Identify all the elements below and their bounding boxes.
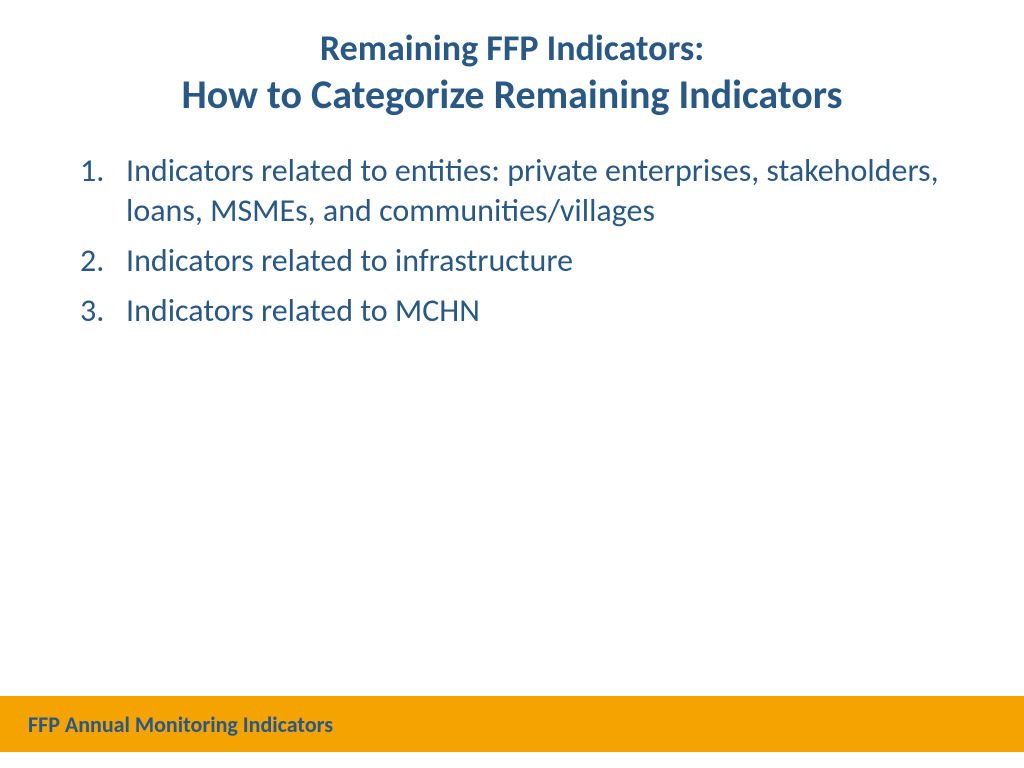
list-item-text: Indicators related to MCHN: [126, 291, 480, 330]
list-item-text: Indicators related to infrastructure: [126, 241, 573, 280]
list-item: Indicators related to MCHN: [70, 291, 954, 331]
list-item-text: Indicators related to entities: private …: [126, 151, 939, 230]
title-line-2: How to Categorize Remaining Indicators: [0, 71, 1024, 119]
list-item: Indicators related to entities: private …: [70, 151, 954, 231]
footer-text: FFP Annual Monitoring Indicators: [28, 711, 333, 738]
slide: Remaining FFP Indicators: How to Categor…: [0, 0, 1024, 768]
numbered-list: Indicators related to entities: private …: [70, 151, 954, 331]
title-block: Remaining FFP Indicators: How to Categor…: [0, 0, 1024, 119]
list-item: Indicators related to infrastructure: [70, 241, 954, 281]
footer-bar: FFP Annual Monitoring Indicators: [0, 696, 1024, 752]
title-line-1: Remaining FFP Indicators:: [0, 28, 1024, 69]
body-area: Indicators related to entities: private …: [0, 119, 1024, 331]
